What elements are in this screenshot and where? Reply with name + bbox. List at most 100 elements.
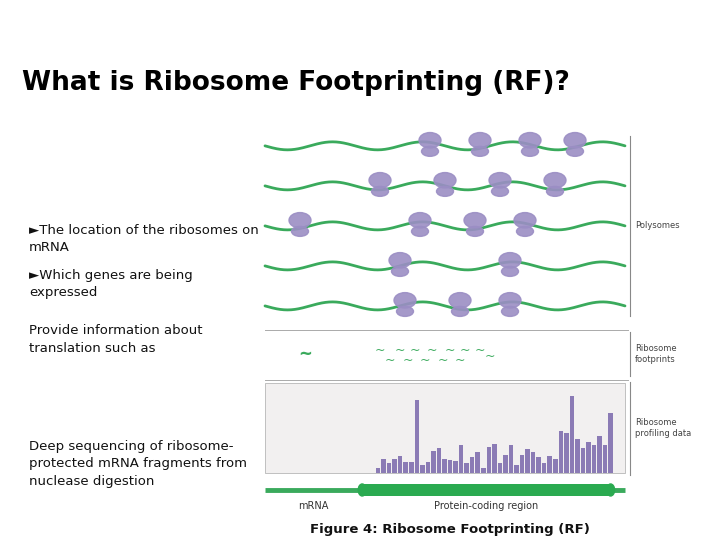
Text: mRNA: mRNA (298, 501, 329, 511)
Text: Polysomes: Polysomes (635, 221, 680, 231)
Bar (464, 463, 469, 473)
Ellipse shape (369, 173, 391, 188)
Bar (603, 445, 608, 473)
Ellipse shape (499, 253, 521, 268)
Ellipse shape (467, 226, 484, 237)
Bar (608, 413, 613, 473)
Bar (520, 455, 524, 473)
Bar (487, 447, 491, 473)
Text: What is Ribosome Footprinting (RF)?: What is Ribosome Footprinting (RF)? (22, 70, 570, 96)
Text: Provide information about
translation such as: Provide information about translation su… (29, 324, 202, 355)
Ellipse shape (521, 146, 539, 157)
Ellipse shape (389, 253, 411, 268)
Ellipse shape (451, 306, 469, 316)
Text: ~: ~ (298, 345, 312, 363)
Text: ~: ~ (395, 343, 405, 356)
Text: ~: ~ (410, 343, 420, 356)
Text: ~: ~ (460, 343, 470, 356)
Bar (581, 448, 585, 473)
Ellipse shape (472, 146, 488, 157)
Text: ~: ~ (438, 353, 449, 367)
Bar (437, 448, 441, 473)
Ellipse shape (514, 213, 536, 228)
Bar (531, 451, 536, 473)
Bar (509, 446, 513, 473)
Ellipse shape (412, 226, 428, 237)
Ellipse shape (492, 186, 508, 197)
Bar (586, 442, 591, 473)
Ellipse shape (434, 173, 456, 188)
Ellipse shape (489, 173, 511, 188)
Text: ~: ~ (402, 353, 413, 367)
Bar (431, 451, 436, 473)
Text: ~: ~ (445, 343, 455, 356)
Ellipse shape (292, 226, 308, 237)
Ellipse shape (289, 213, 311, 228)
Bar (392, 460, 397, 473)
Ellipse shape (469, 132, 491, 148)
Bar (575, 438, 580, 473)
Ellipse shape (449, 293, 471, 308)
Text: ~: ~ (485, 349, 495, 362)
Bar (403, 462, 408, 473)
Bar (470, 457, 474, 473)
Bar (475, 451, 480, 473)
Text: METHODS: METHODS (11, 11, 96, 26)
Ellipse shape (372, 186, 389, 197)
Ellipse shape (409, 213, 431, 228)
Bar (387, 463, 392, 473)
Ellipse shape (359, 484, 366, 496)
Bar (442, 459, 447, 473)
Ellipse shape (567, 146, 583, 157)
Text: ⌂UCL: ⌂UCL (646, 9, 702, 29)
Bar (559, 431, 563, 473)
Text: ~: ~ (374, 343, 385, 356)
Bar (498, 463, 502, 473)
Text: ►Which genes are being
expressed: ►Which genes are being expressed (29, 269, 192, 299)
Ellipse shape (419, 132, 441, 148)
Bar (547, 456, 552, 473)
Bar (526, 449, 530, 473)
Text: ►The location of the ribosomes on
mRNA: ►The location of the ribosomes on mRNA (29, 224, 258, 254)
Text: Deep sequencing of ribosome-
protected mRNA fragments from
nuclease digestion: Deep sequencing of ribosome- protected m… (29, 440, 247, 488)
Bar (536, 457, 541, 473)
Text: ~: ~ (474, 343, 485, 356)
Bar (415, 400, 419, 473)
Text: Protein-coding region: Protein-coding region (434, 501, 539, 511)
Bar (481, 468, 485, 473)
Bar (398, 456, 402, 473)
Bar (553, 459, 557, 473)
Ellipse shape (421, 146, 438, 157)
Bar (448, 460, 452, 473)
Bar (459, 446, 464, 473)
Text: ~: ~ (384, 353, 395, 367)
Bar (426, 462, 430, 473)
Bar (265, 383, 625, 473)
Bar (514, 465, 519, 473)
Bar (592, 446, 596, 473)
Ellipse shape (516, 226, 534, 237)
Ellipse shape (502, 266, 518, 276)
Text: ~: ~ (427, 343, 437, 356)
Bar (570, 396, 574, 473)
Text: ~: ~ (420, 353, 431, 367)
Ellipse shape (394, 293, 416, 308)
Bar (503, 455, 508, 473)
Text: ~: ~ (455, 353, 465, 367)
Bar (454, 461, 458, 473)
Ellipse shape (546, 186, 564, 197)
Bar (492, 444, 497, 473)
Ellipse shape (544, 173, 566, 188)
Bar (409, 462, 413, 473)
Bar (420, 465, 425, 473)
Ellipse shape (606, 484, 615, 496)
Ellipse shape (392, 266, 408, 276)
Ellipse shape (502, 306, 518, 316)
Bar (376, 468, 380, 473)
Ellipse shape (519, 132, 541, 148)
Ellipse shape (499, 293, 521, 308)
Ellipse shape (564, 132, 586, 148)
Bar (564, 433, 569, 473)
Bar (362, 484, 611, 496)
Bar (542, 463, 546, 473)
